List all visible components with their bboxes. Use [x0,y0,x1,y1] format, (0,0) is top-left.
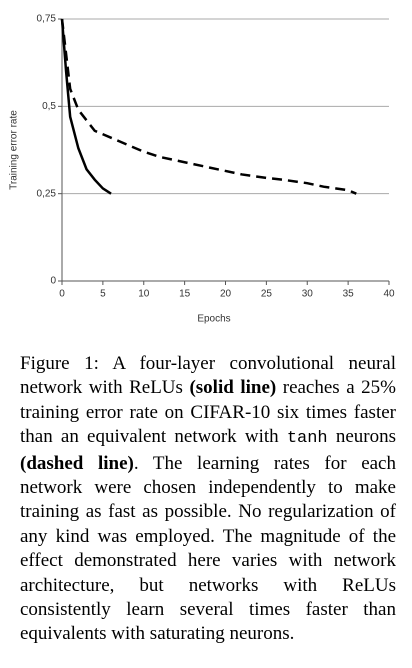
x-tick-label: 30 [302,289,314,300]
caption-segment: (dashed line) [20,452,134,474]
y-tick-label: 0,25 [37,188,57,199]
x-axis-label: Epochs [197,314,230,325]
x-tick-label: 5 [100,289,106,300]
y-tick-label: 0 [50,276,56,287]
caption-segment: tanh [286,429,328,449]
y-tick-label: 0,5 [42,101,56,112]
x-tick-label: 40 [383,289,395,300]
x-tick-label: 25 [261,289,273,300]
x-tick-label: 10 [138,289,150,300]
series-line [60,18,112,195]
chart: Training error rate Epochs 0 0,25 0,5 0,75 0… [9,14,395,325]
y-tick-label: 0,75 [37,14,57,25]
caption-segment: (solid line) [189,377,277,399]
x-tick-label: 15 [179,289,191,300]
caption-segment: Figure 1: A four-layer convolutional neu… [20,353,396,399]
x-tick-label: 35 [343,289,355,300]
caption-segment: . The learning rates for each network we… [20,452,396,645]
x-tick-label: 0 [59,289,65,300]
caption-segment: neurons [327,426,396,448]
x-tick-label: 20 [220,289,232,300]
y-axis-label: Training error rate [9,110,20,190]
series-line [60,18,357,195]
caption-segment: reaches a 25% training error rate on CIF… [20,377,397,448]
caption: Figure 1: A four-layer convolutional neu… [20,352,396,647]
